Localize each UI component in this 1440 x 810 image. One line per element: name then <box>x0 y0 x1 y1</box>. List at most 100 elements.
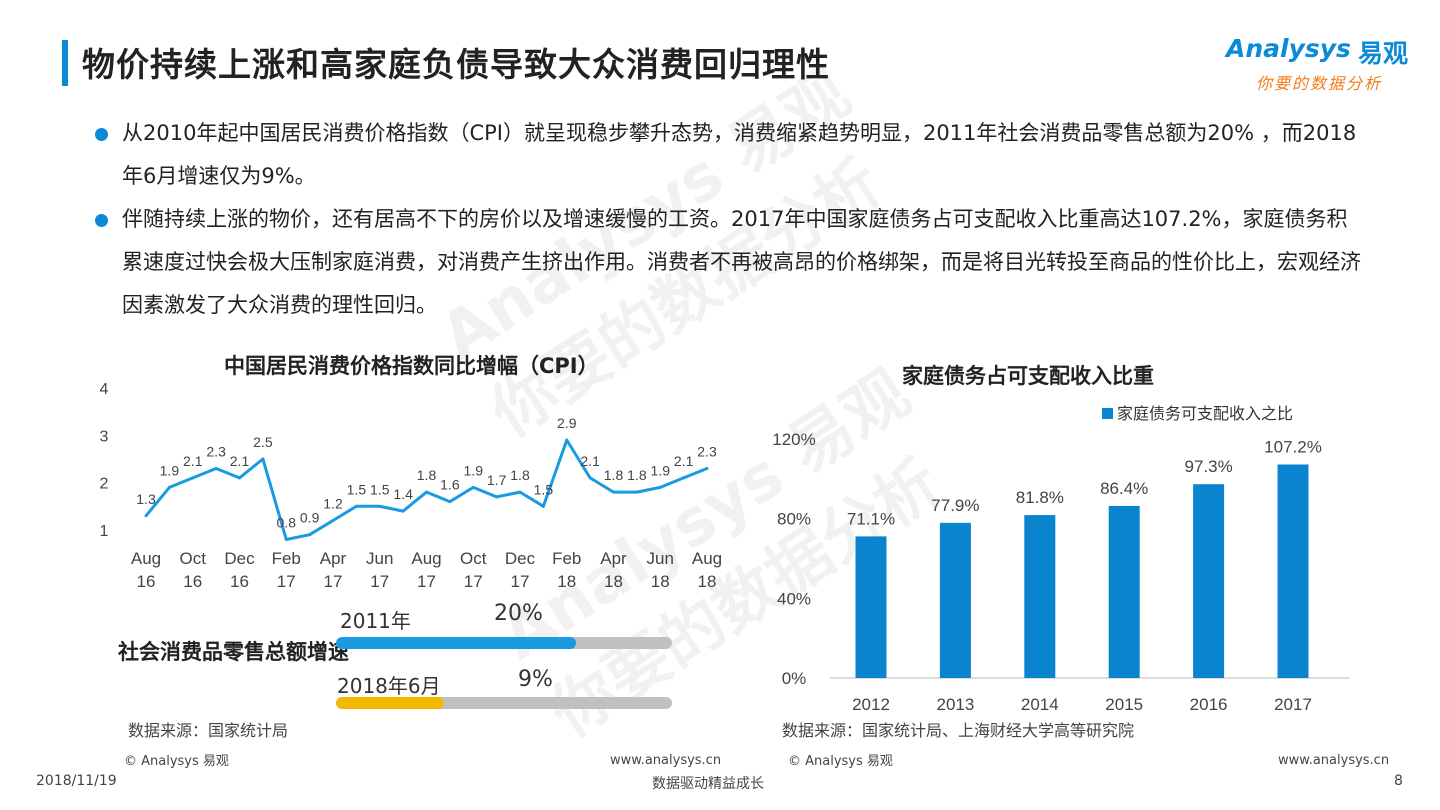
y-tick-label: 2 <box>100 476 109 493</box>
data-point <box>588 476 592 480</box>
bar <box>1024 515 1056 678</box>
y-tick-label: 40% <box>777 589 811 608</box>
retail-label-2011: 2011年 <box>340 609 411 633</box>
data-point <box>354 504 358 508</box>
y-tick-label: 120% <box>772 430 815 449</box>
bullet-dot-icon <box>95 128 108 141</box>
x-tick-label: 2012 <box>852 695 890 714</box>
data-label: 2.1 <box>230 453 250 469</box>
data-point <box>425 490 428 494</box>
analysys-logo: Analysys 易观 你要的数据分析 <box>1226 34 1409 93</box>
x-tick-label: 2013 <box>936 695 974 714</box>
retail-value-2018: 9% <box>518 667 553 692</box>
data-point <box>191 476 195 480</box>
y-tick-label: 1 <box>100 523 109 540</box>
debt-bar-chart: 0% 40% 80% 120% 71.1% 2012 77.9% 2013 81.8% 2014 8… <box>772 430 1350 714</box>
x-tick-label: 2016 <box>1190 695 1228 714</box>
data-point <box>635 490 639 494</box>
retail-bar-fill-2018 <box>336 697 444 709</box>
data-point <box>682 476 686 480</box>
debt-chart-title: 家庭债务占可支配收入比重 <box>902 364 1154 388</box>
data-label: 1.7 <box>487 472 507 488</box>
debt-legend: 家庭债务可支配收入之比 <box>1102 400 1293 424</box>
logo-cn: 易观 <box>1358 39 1409 68</box>
data-label: 1.6 <box>440 477 460 493</box>
data-label: 107.2% <box>1264 437 1322 456</box>
data-label: 1.5 <box>534 481 554 497</box>
data-point <box>612 490 615 494</box>
bar <box>855 536 887 678</box>
data-label: 1.9 <box>651 462 671 478</box>
footer-slogan: 数据驱动精益成长 <box>652 776 764 792</box>
retail-bar-fill-2011 <box>336 637 576 649</box>
data-label: 1.5 <box>347 481 367 497</box>
data-label: 2.9 <box>557 415 577 431</box>
x-tick-label: Oct <box>460 549 487 568</box>
source-right: 数据来源：国家统计局、上海财经大学高等研究院 <box>782 721 1135 740</box>
data-label: 2.3 <box>697 443 717 459</box>
retail-label-2018: 2018年6月 <box>337 674 441 698</box>
data-point <box>284 537 288 541</box>
x-tick-label: 17 <box>417 572 436 591</box>
data-label: 1.8 <box>604 467 624 483</box>
bar <box>1193 484 1225 678</box>
data-point <box>658 485 662 489</box>
x-tick-label: 18 <box>604 572 623 591</box>
data-point <box>378 504 382 508</box>
data-point <box>401 509 405 513</box>
x-tick-label: 18 <box>557 572 576 591</box>
data-label: 1.5 <box>370 481 390 497</box>
x-tick-label: Dec <box>505 549 536 568</box>
data-label: 77.9% <box>931 496 979 515</box>
x-tick-label: 2014 <box>1021 695 1059 714</box>
data-label: 1.4 <box>393 486 413 502</box>
bullet-list: 从2010年起中国居民消费价格指数（CPI）就呈现稳步攀升态势，消费缩紧趋势明显… <box>95 112 1365 327</box>
x-tick-label: Feb <box>552 549 581 568</box>
data-label: 1.8 <box>627 467 647 483</box>
data-label: 1.9 <box>160 462 180 478</box>
data-point <box>495 495 499 499</box>
data-point <box>541 504 545 508</box>
url-left[interactable]: www.analysys.cn <box>610 753 722 768</box>
legend-swatch-icon <box>1102 408 1113 419</box>
logo-tagline: 你要的数据分析 <box>1256 74 1383 93</box>
footer-date: 2018/11/19 <box>36 773 117 789</box>
x-tick-label: Aug <box>411 549 441 568</box>
y-tick-label: 4 <box>100 381 109 398</box>
x-tick-label: 16 <box>137 572 156 591</box>
data-point <box>214 466 218 470</box>
source-left: 数据来源：国家统计局 <box>128 721 289 740</box>
data-label: 81.8% <box>1016 488 1064 507</box>
bullet-text: 从2010年起中国居民消费价格指数（CPI）就呈现稳步攀升态势，消费缩紧趋势明显… <box>122 121 1357 188</box>
y-tick-label: 3 <box>100 428 109 445</box>
data-point <box>331 519 335 523</box>
retail-bar-track-2018 <box>336 697 672 709</box>
x-tick-label: 2017 <box>1274 695 1312 714</box>
data-label: 0.9 <box>300 510 320 526</box>
data-point <box>565 438 569 442</box>
data-point <box>518 490 522 494</box>
bullet-text: 伴随持续上涨的物价，还有居高不下的房价以及增速缓慢的工资。2017年中国家庭债务… <box>122 207 1361 317</box>
url-right[interactable]: www.analysys.cn <box>1278 753 1390 768</box>
data-label: 86.4% <box>1100 479 1148 498</box>
bar <box>1108 505 1140 678</box>
data-label: 2.5 <box>253 434 273 450</box>
data-label: 71.1% <box>847 509 895 528</box>
x-tick-label: 17 <box>370 572 389 591</box>
data-label: 1.9 <box>464 462 484 478</box>
retail-growth-title: 社会消费品零售总额增速 <box>118 640 349 664</box>
data-point <box>167 485 171 489</box>
data-label: 2.3 <box>206 443 226 459</box>
y-tick-label: 0% <box>782 669 807 688</box>
page-title: 物价持续上涨和高家庭负债导致大众消费回归理性 <box>82 45 830 84</box>
x-tick-label: Feb <box>272 549 301 568</box>
x-tick-label: 17 <box>324 572 343 591</box>
data-label: 2.1 <box>183 453 203 469</box>
retail-bar-track-2011 <box>336 637 672 649</box>
bar <box>939 522 971 678</box>
data-point <box>261 457 265 461</box>
logo-en: Analysys <box>1226 34 1351 63</box>
legend-label: 家庭债务可支配收入之比 <box>1117 404 1294 423</box>
data-label: 1.8 <box>417 467 437 483</box>
